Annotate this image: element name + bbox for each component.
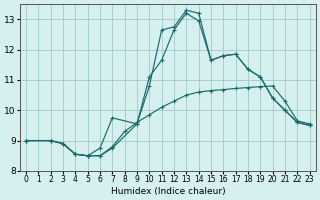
X-axis label: Humidex (Indice chaleur): Humidex (Indice chaleur) xyxy=(110,187,225,196)
